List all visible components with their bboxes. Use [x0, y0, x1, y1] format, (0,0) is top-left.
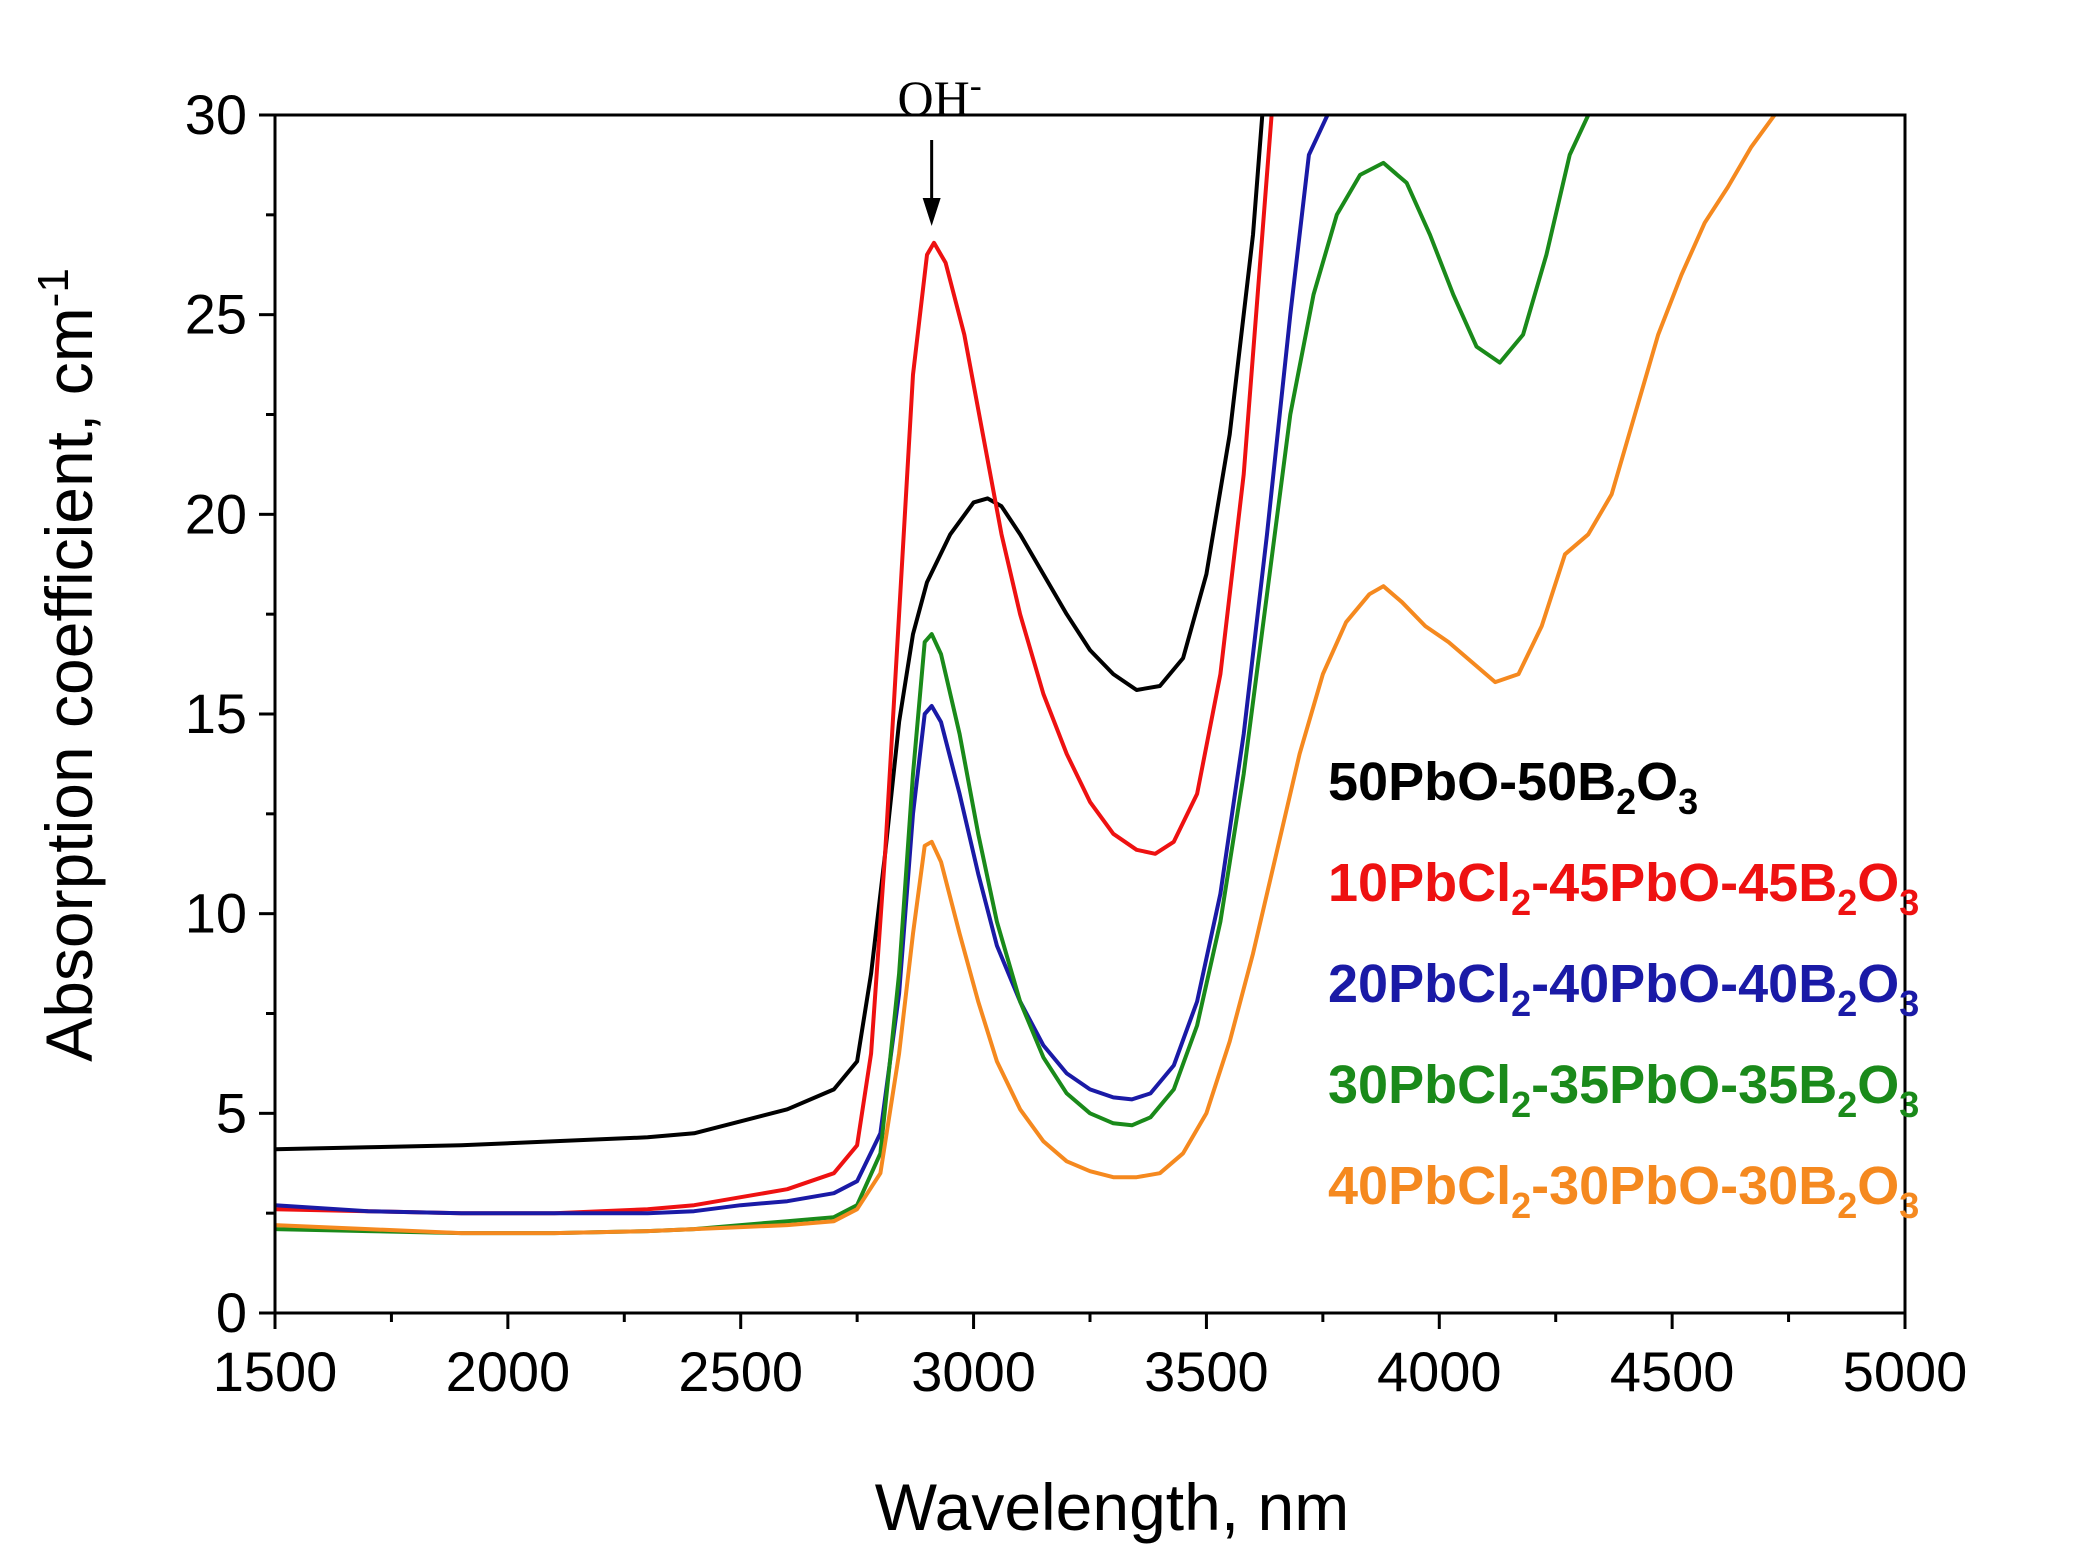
x-tick-label: 3000 — [911, 1340, 1036, 1403]
series-line-2 — [275, 115, 1274, 1216]
legend-item-3: 20PbCl2-40PbO-40B2O3 — [1328, 954, 1919, 1024]
legend-item-4: 30PbCl2-35PbO-35B2O3 — [1328, 1055, 1919, 1125]
series-line-5 — [275, 115, 1777, 1236]
legend: 50PbO-50B2O3 10PbCl2-45PbO-45B2O3 20PbCl2-… — [1328, 752, 1919, 1226]
x-tick-label: 2000 — [446, 1340, 571, 1403]
oh-annotation: OH- — [898, 65, 982, 226]
x-tick-label: 1500 — [213, 1340, 338, 1403]
arrow-head-icon — [922, 198, 941, 226]
y-tick-label: 15 — [185, 682, 247, 745]
x-tick-label: 2500 — [678, 1340, 803, 1403]
y-tick-label: 0 — [216, 1281, 247, 1344]
plot-frame — [273, 113, 1907, 1315]
y-axis-title: Absorption coefficient, cm-1 — [29, 268, 106, 1062]
y-tick-label: 30 — [185, 83, 247, 146]
legend-item-2: 10PbCl2-45PbO-45B2O3 — [1328, 853, 1919, 923]
y-tick-label: 10 — [185, 882, 247, 945]
series-line-1 — [275, 115, 1265, 1152]
x-tick-label: 4500 — [1610, 1340, 1735, 1403]
series-lines — [275, 115, 1777, 1236]
y-tick-label: 25 — [185, 283, 247, 346]
series-line-3 — [275, 115, 1330, 1216]
oh-annotation-label: OH- — [898, 65, 982, 126]
series-line-4 — [275, 115, 1591, 1236]
y-tick-label: 5 — [216, 1081, 247, 1144]
x-axis-title: Wavelength, nm — [875, 1470, 1349, 1544]
legend-item-5: 40PbCl2-30PbO-30B2O3 — [1328, 1156, 1919, 1226]
x-tick-label: 4000 — [1377, 1340, 1502, 1403]
legend-item-1: 50PbO-50B2O3 — [1328, 752, 1698, 822]
x-tick-label: 5000 — [1843, 1340, 1968, 1403]
x-tick-label: 3500 — [1144, 1340, 1269, 1403]
y-tick-label: 20 — [185, 482, 247, 545]
x-axis: 1500 2000 2500 3000 3500 4000 4500 5000 — [213, 1313, 1968, 1403]
y-axis: 0 5 10 15 20 25 30 — [185, 83, 275, 1344]
